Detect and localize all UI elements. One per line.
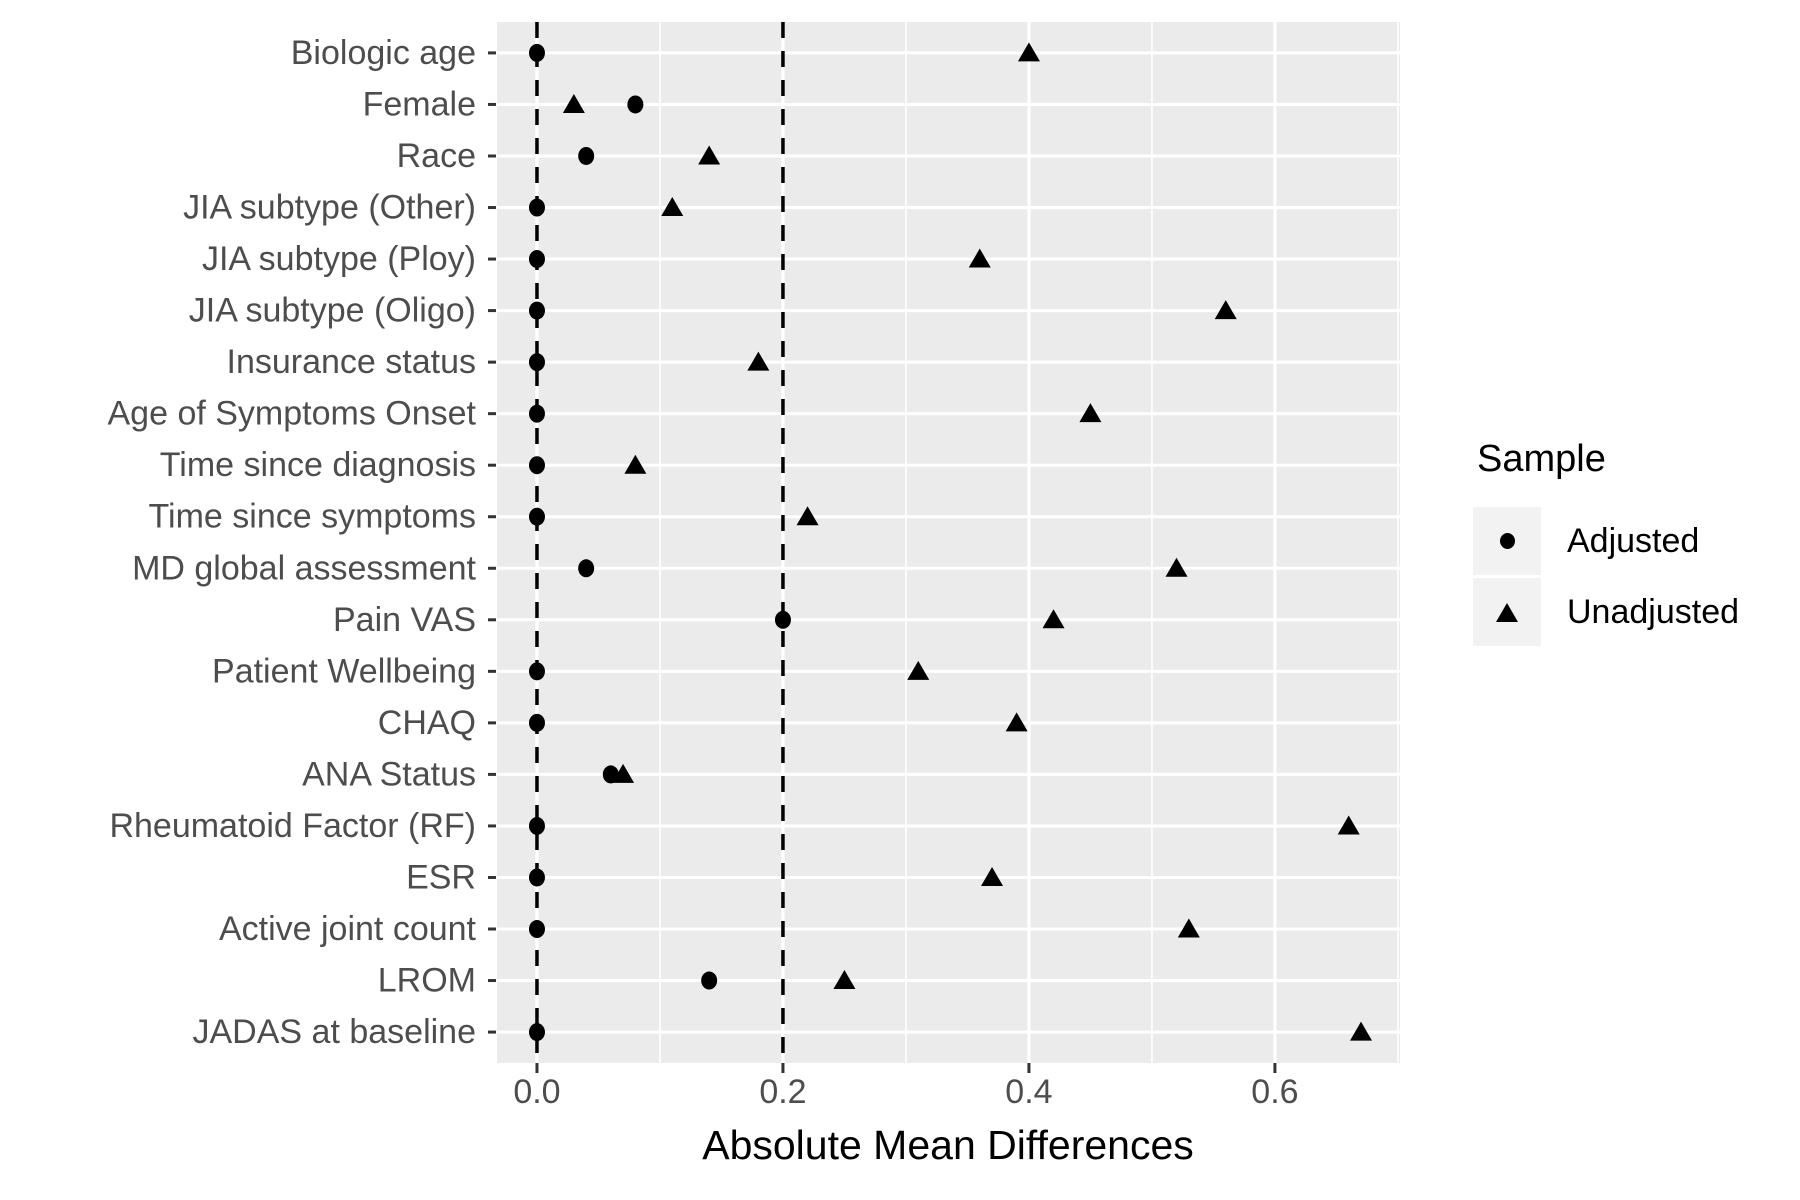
legend-key-unadjusted <box>1473 578 1541 646</box>
data-point-unadjusted <box>698 145 721 165</box>
x-tick-label: 0.4 <box>1005 1073 1052 1111</box>
y-category-label: Race <box>397 137 476 175</box>
x-axis-title: Absolute Mean Differences <box>702 1122 1194 1168</box>
data-point-adjusted <box>528 301 545 320</box>
y-category-label: MD global assessment <box>132 549 476 587</box>
data-point-unadjusted <box>624 454 647 474</box>
data-point-adjusted <box>528 404 545 423</box>
data-point-unadjusted <box>661 197 684 217</box>
y-category-label: LROM <box>378 962 476 1000</box>
data-point-adjusted <box>528 507 545 526</box>
y-category-label: Insurance status <box>227 343 476 381</box>
data-point-unadjusted <box>833 970 856 990</box>
data-point-unadjusted <box>747 351 770 371</box>
data-point-adjusted <box>528 198 545 217</box>
data-point-adjusted <box>528 353 545 372</box>
data-point-adjusted <box>528 816 545 835</box>
data-point-adjusted <box>578 146 595 165</box>
data-point-unadjusted <box>612 763 635 783</box>
data-point-adjusted <box>528 250 545 269</box>
legend: Sample Adjusted Unadjusted <box>1473 438 1739 649</box>
y-category-label: Biologic age <box>291 34 476 72</box>
legend-label-adjusted: Adjusted <box>1567 521 1700 560</box>
x-tick-label: 0.6 <box>1251 1073 1298 1111</box>
data-point-unadjusted <box>968 248 991 268</box>
data-point-unadjusted <box>796 506 819 526</box>
data-point-unadjusted <box>1350 1021 1373 1041</box>
y-category-label: JADAS at baseline <box>193 1013 477 1051</box>
y-category-label: Time since diagnosis <box>160 446 476 484</box>
y-category-label: Rheumatoid Factor (RF) <box>109 807 476 845</box>
y-category-label: ANA Status <box>302 755 476 793</box>
data-point-adjusted <box>528 868 545 887</box>
legend-label-unadjusted: Unadjusted <box>1567 592 1740 631</box>
data-point-unadjusted <box>981 866 1004 886</box>
plot-panel <box>497 22 1400 1063</box>
y-category-label: JIA subtype (Oligo) <box>189 292 476 330</box>
legend-key-adjusted <box>1473 507 1541 575</box>
x-tick-label: 0.2 <box>759 1073 806 1111</box>
legend-title: Sample <box>1477 438 1606 480</box>
data-point-unadjusted <box>907 660 930 680</box>
y-category-label: Time since symptoms <box>149 498 476 536</box>
legend-item-unadjusted: Unadjusted <box>1473 578 1739 646</box>
x-tick-label: 0.0 <box>513 1073 560 1111</box>
data-point-adjusted <box>774 610 791 629</box>
data-point-adjusted <box>578 559 595 578</box>
y-category-label: Age of Symptoms Onset <box>108 395 477 433</box>
data-point-unadjusted <box>562 93 585 113</box>
data-point-unadjusted <box>1165 557 1188 577</box>
y-category-label: JIA subtype (Other) <box>183 189 476 227</box>
data-point-unadjusted <box>1079 403 1102 423</box>
y-category-label: JIA subtype (Ploy) <box>202 240 476 278</box>
data-point-unadjusted <box>1214 300 1237 320</box>
data-point-adjusted <box>528 713 545 732</box>
data-point-unadjusted <box>1337 815 1360 835</box>
y-category-label: ESR <box>406 858 476 896</box>
data-point-adjusted <box>528 1023 545 1042</box>
data-point-adjusted <box>627 95 644 114</box>
data-point-unadjusted <box>1177 918 1200 938</box>
data-point-unadjusted <box>1017 42 1040 62</box>
data-point-adjusted <box>528 920 545 939</box>
data-point-adjusted <box>528 662 545 681</box>
y-category-label: Female <box>363 85 476 123</box>
triangle-marker-icon <box>1496 602 1518 622</box>
y-category-label: Active joint count <box>219 910 477 948</box>
y-category-label: Patient Wellbeing <box>212 652 476 690</box>
y-category-label: CHAQ <box>378 704 476 742</box>
circle-marker-icon <box>1499 533 1515 549</box>
data-point-adjusted <box>701 971 718 990</box>
data-point-unadjusted <box>1005 712 1028 732</box>
data-point-adjusted <box>528 456 545 475</box>
data-point-unadjusted <box>1042 609 1065 629</box>
data-point-adjusted <box>528 43 545 62</box>
y-category-label: Pain VAS <box>333 601 476 639</box>
legend-item-adjusted: Adjusted <box>1473 507 1739 575</box>
